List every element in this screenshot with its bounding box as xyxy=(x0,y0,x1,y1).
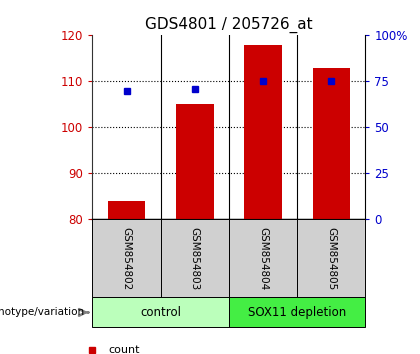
Text: GSM854803: GSM854803 xyxy=(190,227,200,290)
Text: SOX11 depletion: SOX11 depletion xyxy=(248,306,346,319)
Text: control: control xyxy=(140,306,181,319)
Bar xyxy=(297,219,365,297)
Bar xyxy=(229,219,297,297)
Bar xyxy=(312,68,350,219)
Bar xyxy=(161,219,229,297)
Bar xyxy=(229,297,365,327)
Bar xyxy=(92,219,161,297)
Text: GSM854802: GSM854802 xyxy=(121,227,131,290)
Bar xyxy=(108,201,145,219)
Title: GDS4801 / 205726_at: GDS4801 / 205726_at xyxy=(145,16,313,33)
Text: genotype/variation: genotype/variation xyxy=(0,307,84,318)
Text: GSM854805: GSM854805 xyxy=(326,227,336,290)
Text: GSM854804: GSM854804 xyxy=(258,227,268,290)
Bar xyxy=(244,45,282,219)
Text: count: count xyxy=(109,346,140,354)
Bar xyxy=(92,297,229,327)
Bar xyxy=(176,104,213,219)
